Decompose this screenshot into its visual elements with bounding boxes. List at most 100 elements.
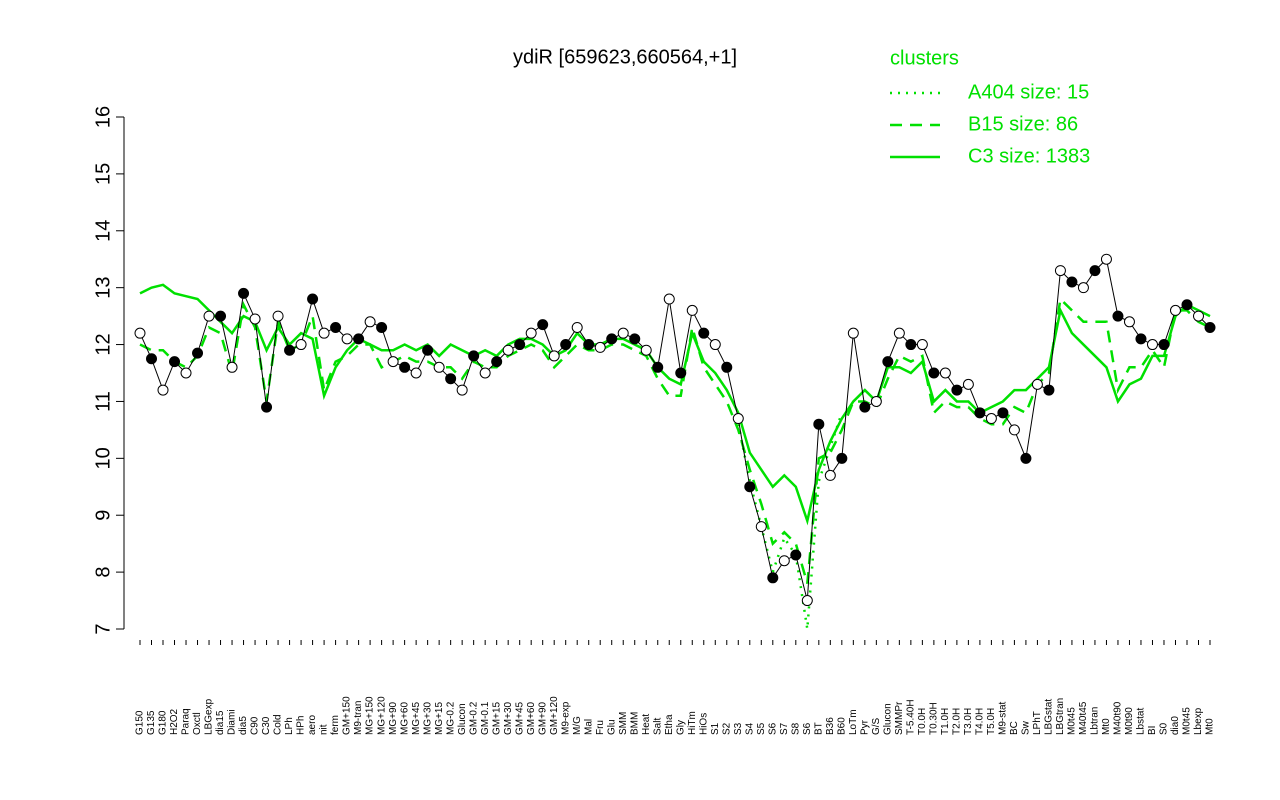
data-point: [169, 356, 181, 368]
x-tick-label: aero: [307, 715, 318, 735]
x-tick-label: Paraq: [181, 708, 192, 735]
x-tick-label: LBGtran: [1055, 698, 1066, 735]
x-tick-label: M40t90: [1113, 701, 1124, 735]
data-point: [479, 367, 491, 379]
y-tick-label: 9: [92, 510, 114, 521]
data-point: [514, 339, 526, 351]
x-tick-label: S6: [767, 722, 778, 735]
x-tick-label: BI: [1147, 726, 1158, 735]
x-tick-label: M0t45: [1067, 707, 1078, 735]
data-point: [698, 327, 710, 339]
x-tick-label: B36: [825, 717, 836, 735]
x-tick-label: C30: [261, 716, 272, 735]
data-point: [491, 356, 503, 368]
data-point: [548, 350, 560, 362]
chart-title: ydiR [659623,660564,+1]: [513, 46, 737, 68]
y-tick-label: 7: [92, 623, 114, 634]
y-tick-label: 8: [92, 567, 114, 578]
x-tick-label: Etha: [664, 714, 675, 735]
x-tick-label: Salt: [652, 718, 663, 735]
x-tick-label: S3: [733, 722, 744, 735]
x-tick-label: M40t45: [1078, 701, 1089, 735]
data-point: [744, 481, 756, 493]
data-point: [284, 344, 296, 356]
data-point: [847, 327, 859, 339]
x-tick-label: MG-0.2: [445, 701, 456, 735]
x-tick-label: SMMPr: [894, 701, 905, 735]
x-tick-label: T2.0H: [952, 708, 963, 735]
x-tick-label: S5: [756, 722, 767, 735]
x-tick-label: Lbtran: [1090, 707, 1101, 735]
data-point: [249, 313, 261, 325]
x-tick-label: MG+60: [399, 701, 410, 735]
x-tick-label: GM+15: [491, 701, 502, 735]
data-point: [836, 452, 848, 464]
data-point: [537, 319, 549, 331]
data-point: [502, 344, 514, 356]
data-point: [238, 287, 250, 299]
data-point: [985, 413, 997, 425]
data-point: [813, 418, 825, 430]
data-point: [422, 344, 434, 356]
x-tick-label: M0t90: [1124, 707, 1135, 735]
cluster-line: [139, 296, 1211, 584]
x-tick-label: S8: [790, 722, 801, 735]
x-tick-label: GM-0.2: [468, 701, 479, 735]
x-tick-label: Pyr: [859, 719, 870, 735]
data-point: [640, 344, 652, 356]
legend-title: clusters: [890, 47, 959, 69]
x-tick-label: LPh: [284, 717, 295, 735]
data-point: [790, 549, 802, 561]
x-tick-label: GM+150: [342, 696, 353, 735]
y-tick-label: 13: [92, 277, 114, 299]
data-point: [1100, 253, 1112, 265]
data-point: [1054, 265, 1066, 277]
x-tick-label: SMM: [618, 712, 629, 735]
data-point: [617, 327, 629, 339]
x-tick-label: T4.0H: [975, 708, 986, 735]
x-tick-label: Oxctl: [192, 712, 203, 735]
x-tick-label: Cold: [273, 714, 284, 735]
x-tick-label: MG+30: [422, 701, 433, 735]
x-tick-label: GM-0.1: [480, 701, 491, 735]
x-tick-label: MG+45: [411, 701, 422, 735]
x-tick-label: G150: [135, 710, 146, 735]
data-point: [686, 304, 698, 316]
x-tick-label: GM+45: [514, 701, 525, 735]
data-point: [1135, 333, 1147, 345]
x-tick-label: GM+90: [537, 701, 548, 735]
data-point: [215, 310, 227, 322]
x-tick-label: Fru: [595, 720, 606, 735]
data-line: [139, 258, 1211, 601]
data-point: [468, 350, 480, 362]
data-point: [951, 384, 963, 396]
data-point: [905, 339, 917, 351]
x-tick-label: GM+30: [503, 701, 514, 735]
x-tick-label: MG+90: [388, 701, 399, 735]
data-point: [1077, 282, 1089, 294]
legend-label: C3 size: 1383: [968, 145, 1090, 167]
data-point: [1112, 310, 1124, 322]
x-tick-label: LBGexp: [204, 698, 215, 735]
x-tick-label: BMM: [629, 712, 640, 735]
x-tick-label: S7: [779, 722, 790, 735]
x-tick-label: MG+120: [376, 696, 387, 735]
data-point: [916, 339, 928, 351]
x-tick-label: G/S: [871, 717, 882, 735]
data-point: [801, 595, 813, 607]
x-tick-label: GM+60: [526, 701, 537, 735]
x-tick-label: Glucon: [457, 703, 468, 735]
data-point: [882, 356, 894, 368]
data-point: [755, 521, 767, 533]
data-point: [1192, 310, 1204, 322]
data-point: [1020, 452, 1032, 464]
data-point: [1066, 276, 1078, 288]
data-point: [399, 361, 411, 373]
data-point: [709, 339, 721, 351]
data-point: [295, 339, 307, 351]
data-point: [629, 333, 641, 345]
data-point: [445, 373, 457, 385]
data-point: [134, 327, 146, 339]
data-point: [652, 361, 664, 373]
x-tick-label: H2O2: [169, 708, 180, 735]
